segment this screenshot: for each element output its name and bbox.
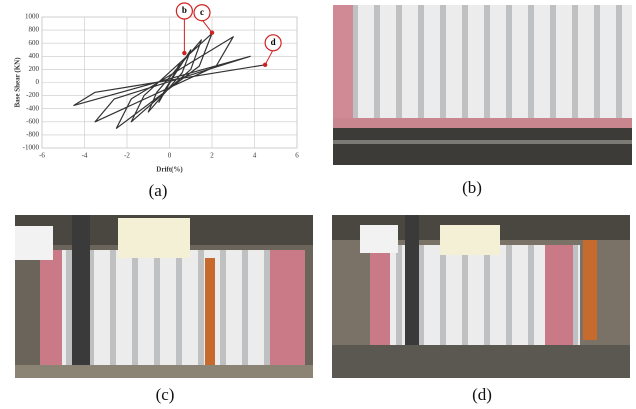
caption: (a) — [149, 181, 168, 200]
y-tick-label: -800 — [26, 131, 39, 139]
photo-d — [332, 215, 630, 378]
y-tick-label: 400 — [29, 52, 40, 60]
y-tick-label: -1000 — [23, 144, 40, 152]
photo-c — [15, 215, 313, 378]
y-tick-label: 1000 — [25, 13, 40, 21]
y-axis-label: Base Shear (KN) — [14, 57, 22, 108]
y-tick-label: 800 — [29, 26, 40, 34]
y-tick-label: -200 — [26, 91, 39, 99]
x-tick-label: 4 — [253, 152, 257, 160]
figure: -1000 -800 -600 -400 -200 0 200 400 600 800 1000 -6… — [0, 0, 636, 409]
annotation-point — [263, 63, 267, 67]
photo-b — [333, 5, 632, 165]
y-tick-label: -400 — [26, 104, 39, 112]
caption: (d) — [472, 385, 492, 404]
y-tick-label: 0 — [36, 78, 40, 86]
annotation-point — [210, 31, 214, 35]
y-tick-label: 600 — [29, 39, 40, 47]
x-tick-label: -2 — [124, 152, 130, 160]
x-tick-label: -4 — [82, 152, 88, 160]
x-tick-label: 6 — [295, 152, 299, 160]
annotation-point — [182, 51, 186, 55]
figure-canvas: -1000 -800 -600 -400 -200 0 200 400 600 800 1000 -6… — [0, 0, 636, 409]
annotation-label: b — [182, 5, 187, 15]
annotation-label: d — [271, 37, 276, 47]
x-tick-label: 2 — [210, 152, 214, 160]
x-tick-label: 0 — [168, 152, 172, 160]
caption: (c) — [156, 385, 175, 404]
x-tick-label: -6 — [39, 152, 45, 160]
caption: (b) — [462, 178, 482, 197]
annotation-label: c — [200, 7, 204, 17]
y-tick-label: -600 — [26, 117, 39, 125]
x-axis-label: Drift(%) — [156, 166, 183, 174]
y-tick-label: 200 — [29, 65, 40, 73]
